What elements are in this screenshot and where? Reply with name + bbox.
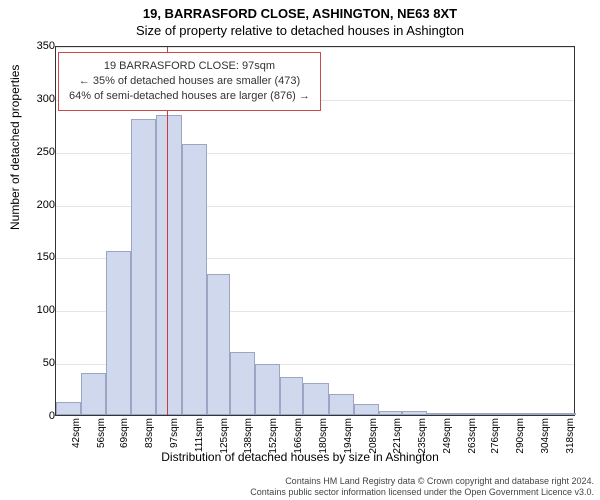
histogram-bar [303, 383, 328, 415]
gridline [56, 47, 574, 48]
y-tick-label: 100 [22, 304, 55, 316]
y-tick-label: 250 [22, 146, 55, 158]
histogram-bar [106, 251, 131, 415]
x-tick-label: 138sqm [243, 418, 254, 454]
x-tick-label: 304sqm [540, 418, 551, 454]
x-tick-label: 290sqm [515, 418, 526, 454]
x-tick-label: 166sqm [293, 418, 304, 454]
histogram-bar [402, 411, 427, 415]
x-tick-label: 125sqm [219, 418, 230, 454]
histogram-bar [56, 402, 81, 415]
x-tick-label: 318sqm [565, 418, 576, 454]
x-tick-label: 180sqm [318, 418, 329, 454]
y-tick-label: 200 [22, 199, 55, 211]
marker-line-2: ← 35% of detached houses are smaller (47… [69, 74, 310, 89]
histogram-bar [477, 413, 500, 415]
marker-callout: 19 BARRASFORD CLOSE: 97sqm← 35% of detac… [58, 52, 321, 111]
x-tick-label: 221sqm [392, 418, 403, 454]
x-tick-label: 249sqm [442, 418, 453, 454]
chart-area: 19 BARRASFORD CLOSE: 97sqm← 35% of detac… [55, 46, 575, 416]
footer-attribution: Contains HM Land Registry data © Crown c… [6, 476, 594, 499]
histogram-bar [182, 144, 207, 415]
x-tick-label: 42sqm [71, 418, 82, 448]
y-tick-label: 350 [22, 40, 55, 52]
histogram-bar [131, 119, 156, 415]
x-tick-label: 56sqm [96, 418, 107, 448]
x-tick-label: 194sqm [343, 418, 354, 454]
y-tick-label: 0 [22, 410, 55, 422]
histogram-bar [452, 413, 477, 415]
x-tick-label: 208sqm [368, 418, 379, 454]
x-tick-label: 276sqm [490, 418, 501, 454]
histogram-bar [255, 364, 280, 415]
marker-line-3: 64% of semi-detached houses are larger (… [69, 89, 310, 104]
y-tick-label: 300 [22, 93, 55, 105]
histogram-bar [354, 404, 379, 415]
footer-line-2: Contains public sector information licen… [6, 487, 594, 498]
histogram-bar [230, 352, 255, 415]
footer-line-1: Contains HM Land Registry data © Crown c… [6, 476, 594, 487]
histogram-bar [379, 411, 402, 415]
y-ticks: 050100150200250300350 [22, 46, 55, 416]
histogram-bar [156, 115, 181, 415]
histogram-bar [207, 274, 230, 415]
histogram-bar [501, 413, 526, 415]
x-tick-label: 152sqm [268, 418, 279, 454]
x-tick-label: 235sqm [417, 418, 428, 454]
histogram-bar [526, 413, 551, 415]
marker-line-1: 19 BARRASFORD CLOSE: 97sqm [69, 59, 310, 74]
y-tick-label: 150 [22, 251, 55, 263]
page-title: 19, BARRASFORD CLOSE, ASHINGTON, NE63 8X… [0, 0, 600, 21]
x-axis-label: Distribution of detached houses by size … [0, 450, 600, 464]
x-tick-label: 83sqm [144, 418, 155, 448]
x-tick-label: 111sqm [194, 418, 205, 452]
plot-area: 19 BARRASFORD CLOSE: 97sqm← 35% of detac… [55, 46, 575, 416]
y-axis-label: Number of detached properties [8, 65, 22, 230]
histogram-bar [81, 373, 106, 415]
page-subtitle: Size of property relative to detached ho… [0, 21, 600, 38]
histogram-bar [427, 413, 452, 415]
y-tick-label: 50 [22, 357, 55, 369]
x-tick-label: 69sqm [119, 418, 130, 448]
histogram-bar [329, 394, 354, 415]
histogram-bar [280, 377, 303, 415]
x-tick-label: 97sqm [169, 418, 180, 448]
histogram-bar [551, 413, 576, 415]
x-tick-label: 263sqm [467, 418, 478, 454]
